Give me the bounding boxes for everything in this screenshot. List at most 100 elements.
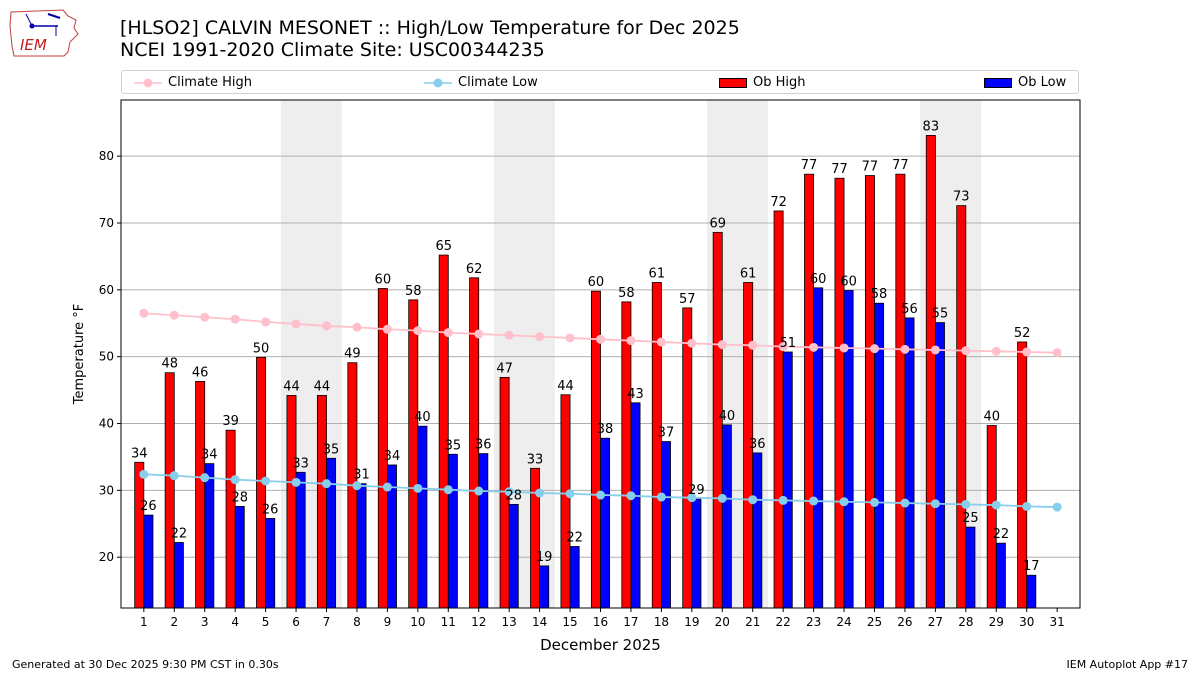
climate-high-point <box>687 338 697 348</box>
climate-low-point <box>1022 501 1032 511</box>
ob-high-label: 57 <box>679 292 696 307</box>
climate-high-point <box>748 340 758 350</box>
ob-high-bar <box>986 425 997 609</box>
climate-low-point <box>169 471 179 481</box>
ob-low-bar <box>600 437 611 609</box>
x-tick-label: 10 <box>410 615 425 629</box>
ob-high-bar <box>682 307 693 609</box>
y-tick-label: 80 <box>99 149 114 163</box>
ob-high-bar <box>621 301 632 609</box>
ob-high-bar <box>834 177 845 609</box>
x-tick-label: 27 <box>928 615 943 629</box>
climate-high-point <box>352 322 362 332</box>
ob-high-bar <box>864 175 875 609</box>
climate-high-point <box>626 336 636 346</box>
ob-high-bar <box>560 394 571 609</box>
x-tick-label: 24 <box>836 615 851 629</box>
x-tick-label: 20 <box>715 615 730 629</box>
line-marker-icon <box>134 78 162 87</box>
y-tick-label: 70 <box>99 216 114 230</box>
ob-high-label: 61 <box>649 266 666 281</box>
ob-low-bar <box>934 322 945 609</box>
x-tick-label: 12 <box>471 615 486 629</box>
ob-high-bar <box>438 254 449 609</box>
climate-high-point <box>778 342 788 352</box>
x-tick-label: 18 <box>654 615 669 629</box>
x-tick-label: 21 <box>745 615 760 629</box>
ob-low-label: 40 <box>719 409 736 424</box>
ob-low-label: 26 <box>140 499 157 514</box>
climate-low-point <box>504 487 514 497</box>
ob-low-label: 58 <box>871 287 888 302</box>
climate-high-point <box>474 329 484 339</box>
ob-high-bar <box>286 395 297 609</box>
ob-high-label: 44 <box>283 379 300 394</box>
ob-low-bar <box>417 425 428 609</box>
ob-high-bar <box>1017 341 1028 609</box>
ob-high-label: 77 <box>892 158 909 173</box>
ob-low-bar <box>691 498 702 609</box>
ob-low-label: 31 <box>353 468 370 483</box>
ob-low-label: 38 <box>597 422 614 437</box>
climate-high-point <box>596 334 605 344</box>
ob-high-label: 52 <box>1014 326 1031 341</box>
ob-low-label: 29 <box>688 483 705 498</box>
climate-high-point <box>413 326 423 336</box>
climate-low-point <box>230 475 240 485</box>
y-tick-label: 50 <box>99 350 114 364</box>
ob-low-label: 60 <box>840 275 857 290</box>
ob-high-bar <box>316 395 327 609</box>
climate-high-point <box>169 310 179 320</box>
ob-high-label: 60 <box>375 272 392 287</box>
ob-high-label: 58 <box>618 286 635 301</box>
ob-high-bar <box>377 288 388 609</box>
ob-high-bar <box>895 173 906 609</box>
legend-item-climate-low: Climate Low <box>424 74 538 91</box>
x-tick-label: 2 <box>170 615 178 629</box>
ob-low-bar <box>478 453 489 609</box>
climate-high-point <box>1022 347 1032 357</box>
ob-low-bar <box>752 452 763 609</box>
ob-high-bar <box>712 231 723 609</box>
ob-low-bar <box>386 464 397 609</box>
climate-low-point <box>809 496 819 506</box>
ob-low-bar <box>874 302 885 609</box>
ob-low-label: 28 <box>505 488 522 503</box>
x-tick-label: 3 <box>201 615 209 629</box>
ob-low-bar <box>295 471 306 609</box>
ob-low-bar <box>660 441 671 609</box>
ob-low-label: 33 <box>292 456 309 471</box>
y-tick-label: 30 <box>99 483 114 497</box>
ob-low-label: 60 <box>810 272 827 287</box>
x-tick-label: 26 <box>897 615 912 629</box>
ob-low-bar <box>782 351 793 609</box>
ob-high-bar <box>408 299 419 609</box>
weekend-band <box>707 100 768 608</box>
ob-high-label: 49 <box>344 347 361 362</box>
ob-low-label: 19 <box>536 550 553 565</box>
y-tick-label: 20 <box>99 550 114 564</box>
ob-high-bar <box>925 135 936 609</box>
x-tick-label: 14 <box>532 615 547 629</box>
ob-low-bar <box>539 565 550 609</box>
climate-high-point <box>1052 348 1062 358</box>
ob-high-bar <box>225 429 236 609</box>
line-marker-icon <box>424 78 452 87</box>
climate-low-point <box>656 492 666 502</box>
x-tick-label: 6 <box>292 615 300 629</box>
climate-low-point <box>352 481 362 491</box>
ob-low-bar <box>965 526 976 609</box>
climate-low-line <box>143 473 1058 508</box>
ob-low-label: 17 <box>1023 559 1040 574</box>
weekend-band <box>493 100 555 608</box>
legend-label: Ob Low <box>1018 75 1067 90</box>
x-tick-label: 7 <box>323 615 331 629</box>
chart-title: [HLSO2] CALVIN MESONET :: High/Low Tempe… <box>120 17 740 61</box>
climate-low-point <box>687 493 697 503</box>
ob-high-label: 62 <box>466 262 483 277</box>
ob-high-label: 77 <box>862 160 879 175</box>
legend-item-ob-high: Ob High <box>719 74 806 91</box>
ob-low-bar <box>813 287 824 609</box>
climate-high-point <box>656 337 666 347</box>
